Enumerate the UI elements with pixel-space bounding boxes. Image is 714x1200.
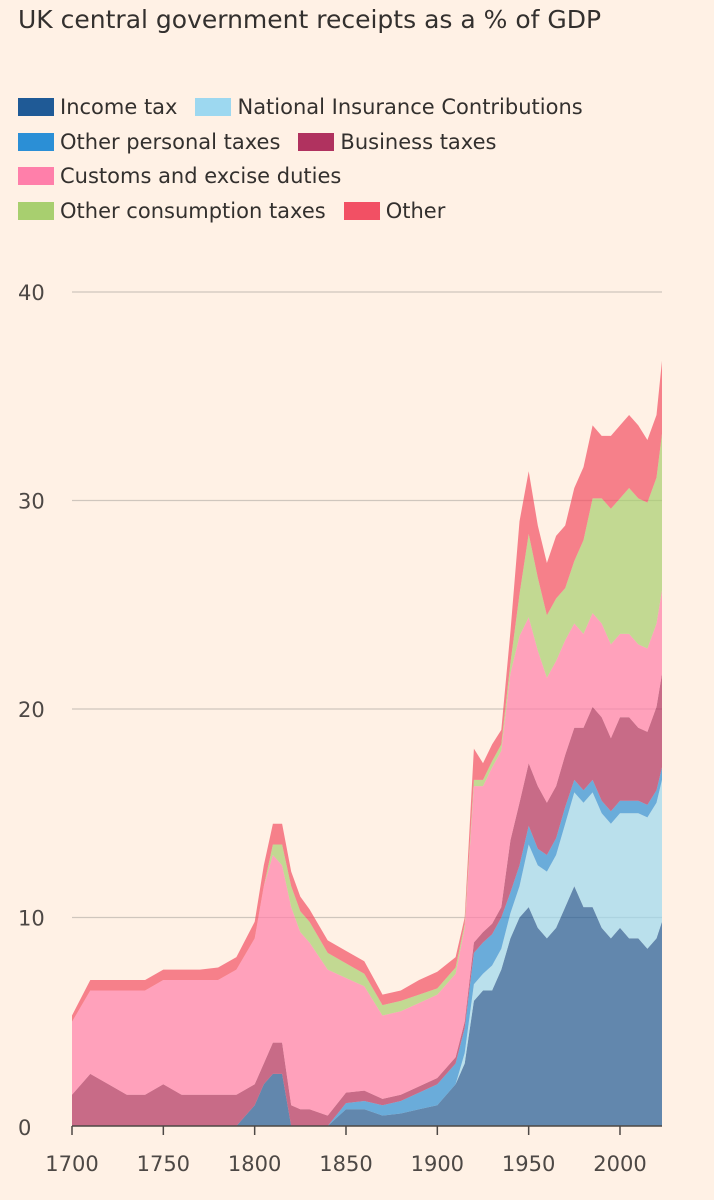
- legend-label: Business taxes: [340, 129, 497, 154]
- y-tick-label: 0: [18, 1116, 31, 1140]
- x-tick-label: 1800: [228, 1152, 281, 1176]
- x-tick-label: 2000: [593, 1152, 646, 1176]
- area-customs-and-excise-duties: [72, 590, 662, 1116]
- legend-item-other: Other: [343, 194, 446, 228]
- chart-title: UK central government receipts as a % of…: [18, 5, 602, 34]
- legend-item-business-taxes: Business taxes: [298, 125, 496, 159]
- legend-row: Customs and excise duties: [18, 159, 708, 194]
- y-tick-label: 10: [18, 907, 45, 931]
- area-series: [72, 360, 662, 1126]
- area-other-personal-taxes: [72, 767, 662, 1126]
- legend-item-other-personal-taxes: Other personal taxes: [18, 125, 280, 159]
- legend-label: Customs and excise duties: [60, 164, 342, 189]
- legend-swatch: [343, 201, 380, 220]
- legend-item-customs-excise: Customs and excise duties: [18, 159, 341, 193]
- legend-item-national-insurance: National Insurance Contributions: [195, 90, 583, 124]
- y-tick-label: 20: [18, 698, 45, 722]
- legend-label: Other: [385, 198, 446, 223]
- x-tick-label: 1900: [411, 1152, 464, 1176]
- x-axis: 1700 1750 1800 1850 1900 1950 2000: [45, 1125, 662, 1176]
- legend-item-other-consumption-taxes: Other consumption taxes: [18, 194, 326, 228]
- legend-label: National Insurance Contributions: [237, 95, 583, 120]
- legend-row: Income tax National Insurance Contributi…: [18, 90, 708, 125]
- x-tick-label: 1750: [137, 1152, 190, 1176]
- legend-label: Other consumption taxes: [60, 198, 326, 223]
- x-tick-label: 1850: [319, 1152, 372, 1176]
- legend-swatch: [298, 132, 335, 151]
- legend-label: Income tax: [60, 95, 178, 120]
- legend-swatch: [195, 98, 232, 117]
- x-tick-label: 1700: [45, 1152, 98, 1176]
- y-tick-label: 30: [18, 490, 45, 514]
- x-tick-label: 1950: [502, 1152, 555, 1176]
- y-tick-label: 40: [18, 281, 45, 305]
- legend-row: Other personal taxes Business taxes: [18, 125, 708, 160]
- y-axis-labels: 0 10 20 30 40: [18, 281, 45, 1140]
- area-income-tax: [72, 886, 662, 1126]
- legend-swatch: [18, 167, 54, 186]
- legend-swatch: [18, 201, 54, 220]
- legend-row: Other consumption taxes Other: [18, 194, 708, 229]
- legend: Income tax National Insurance Contributi…: [18, 90, 708, 228]
- legend-swatch: [18, 98, 54, 117]
- legend-swatch: [18, 132, 54, 151]
- legend-item-income-tax: Income tax: [18, 90, 177, 124]
- legend-label: Other personal taxes: [60, 129, 281, 154]
